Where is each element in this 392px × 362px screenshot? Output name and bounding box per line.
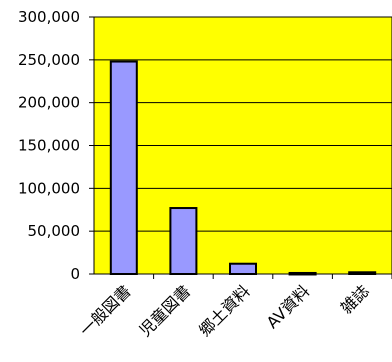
bar (229, 262, 257, 276)
bar (169, 207, 198, 275)
x-tick-label: 児童図書 (136, 281, 195, 340)
y-tick-label: 0 (70, 265, 80, 283)
bar (288, 271, 317, 276)
bar (348, 271, 377, 275)
x-tick-label: 郷土資料 (195, 281, 254, 340)
y-tick-label: 300,000 (18, 8, 80, 26)
y-tick-label: 50,000 (28, 222, 81, 240)
x-tick-label: 一般図書 (76, 281, 135, 340)
y-axis: 0 50,000 100,000 150,000 200,000 250,000 300,0… (18, 8, 95, 283)
y-tick-label: 200,000 (18, 94, 80, 112)
bar (109, 60, 138, 276)
x-tick-label: AV資料 (263, 281, 314, 332)
x-tick-label: 雑誌 (337, 281, 373, 317)
gridlines (94, 16, 392, 232)
y-tick-label: 250,000 (18, 51, 80, 69)
y-tick-label: 150,000 (18, 137, 80, 155)
x-axis: 一般図書 児童図書 郷土資料 AV資料 雑誌 (76, 273, 392, 340)
y-tick-label: 100,000 (18, 179, 80, 197)
bars (109, 60, 377, 276)
